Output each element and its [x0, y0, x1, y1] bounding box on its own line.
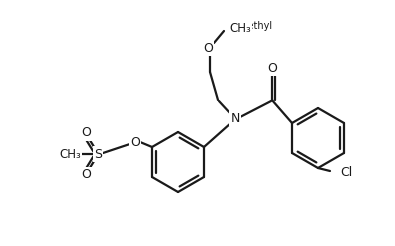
- Text: O: O: [130, 136, 140, 149]
- Text: N: N: [230, 111, 240, 124]
- Text: O: O: [203, 42, 213, 55]
- Text: S: S: [94, 148, 102, 160]
- Text: methyl: methyl: [238, 21, 272, 31]
- Text: O: O: [81, 126, 91, 139]
- Text: Cl: Cl: [340, 167, 352, 180]
- Text: CH₃: CH₃: [229, 21, 251, 34]
- Text: O: O: [267, 62, 277, 75]
- Text: O: O: [81, 169, 91, 182]
- Text: CH₃: CH₃: [59, 148, 81, 160]
